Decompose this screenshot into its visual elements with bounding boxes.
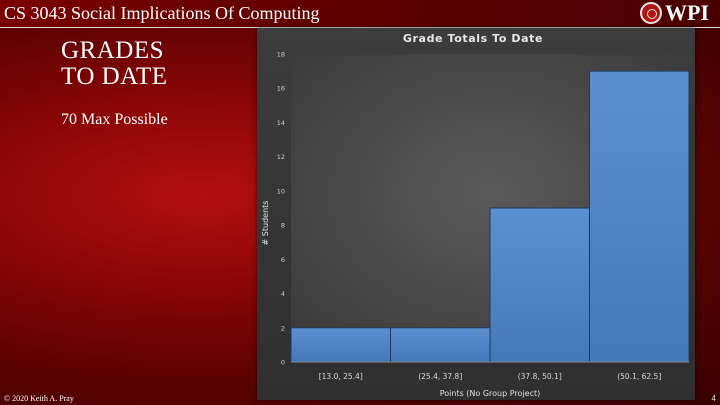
y-tick-label: 12: [277, 153, 285, 161]
chart-panel: Grade Totals To Date 0 2 4 6 8 10 12 14 16 18 [13…: [257, 28, 695, 400]
x-tick-label: (37.8, 50.1]: [518, 372, 562, 381]
bars: [290, 70, 690, 363]
y-tick-label: 4: [281, 290, 285, 298]
x-tick-label: [13.0, 25.4]: [319, 372, 363, 381]
y-tick-label: 2: [281, 324, 285, 332]
x-tick-label: (25.4, 37.8]: [418, 372, 462, 381]
slide-title-line-1: GRADES: [61, 37, 165, 64]
page-number: 4: [711, 394, 716, 403]
course-title: CS 3043 Social Implications Of Computing: [4, 3, 320, 23]
wpi-logo: WPI: [640, 0, 718, 25]
wpi-logo-text: WPI: [665, 0, 709, 25]
y-tick-label: 0: [281, 359, 285, 367]
histogram-bar: [290, 327, 391, 363]
y-tick-label: 8: [281, 222, 285, 230]
chart-title: Grade Totals To Date: [403, 32, 543, 45]
y-tick-label: 10: [277, 187, 285, 195]
slide-subtitle: 70 Max Possible: [61, 111, 168, 128]
y-axis-ticks: 0 2 4 6 8 10 12 14 16 18: [277, 51, 285, 367]
y-tick-label: 18: [277, 51, 285, 59]
grade-histogram-chart: Grade Totals To Date 0 2 4 6 8 10 12 14 16 18 [13…: [261, 32, 690, 398]
copyright-footer: © 2020 Keith A. Pray: [4, 394, 74, 403]
y-axis-label: # Students: [261, 201, 270, 246]
y-tick-label: 16: [277, 85, 285, 93]
slide-title-line-2: TO DATE: [61, 63, 168, 90]
x-tick-label: (50.1, 62.5]: [617, 372, 661, 381]
histogram-bar: [489, 207, 590, 363]
y-tick-label: 14: [277, 119, 285, 127]
x-axis-ticks: [13.0, 25.4] (25.4, 37.8] (37.8, 50.1] (50.…: [319, 372, 662, 381]
histogram-bar: [589, 70, 690, 363]
x-axis-label: Points (No Group Project): [440, 389, 541, 398]
slide-title: GRADES TO DATE: [61, 38, 168, 90]
histogram-bar: [390, 327, 491, 363]
y-tick-label: 6: [281, 256, 285, 264]
header-bar: CS 3043 Social Implications Of Computing…: [0, 0, 720, 28]
wpi-seal-icon: [640, 2, 662, 24]
